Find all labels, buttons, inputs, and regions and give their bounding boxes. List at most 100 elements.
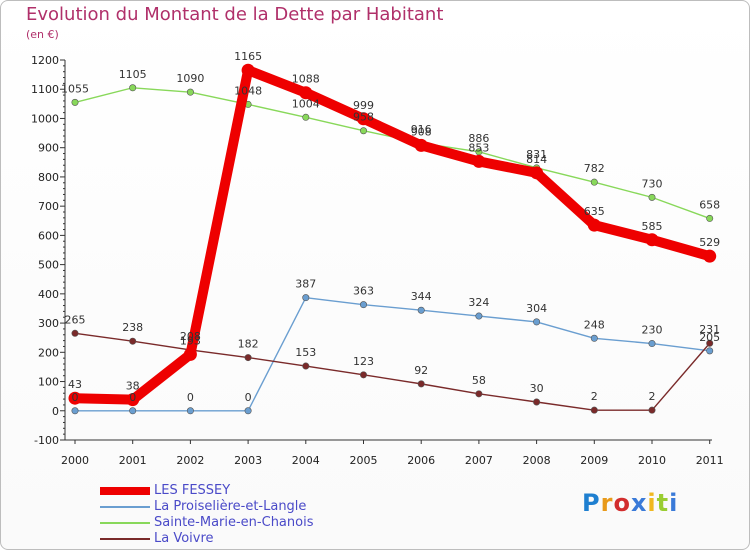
y-tick-label: 600 [38, 229, 59, 242]
chart-unit-label: (en €) [26, 28, 59, 41]
y-tick-label: 400 [38, 288, 59, 301]
legend-swatch [100, 522, 150, 524]
y-tick-label: 200 [38, 346, 59, 359]
data-point [244, 407, 252, 415]
data-point [186, 407, 194, 415]
data-label: 635 [584, 205, 605, 218]
data-label: 958 [353, 111, 374, 124]
data-label: 999 [353, 99, 374, 112]
y-tick-label: 0 [52, 405, 59, 418]
data-label: 1090 [176, 72, 204, 85]
data-label: 205 [699, 331, 720, 344]
data-label: 658 [699, 198, 720, 211]
data-label: 123 [353, 355, 374, 368]
data-label: 886 [468, 132, 489, 145]
y-tick-label: 500 [38, 259, 59, 272]
data-point [244, 354, 252, 362]
y-tick-label: 800 [38, 171, 59, 184]
data-label: 585 [642, 220, 663, 233]
data-label: 0 [129, 391, 136, 404]
data-point [530, 166, 544, 180]
data-point [357, 112, 370, 126]
data-label: 238 [122, 321, 143, 334]
data-point [241, 63, 255, 77]
data-label: 344 [411, 290, 432, 303]
data-label: 43 [68, 378, 82, 391]
data-point [590, 334, 598, 342]
data-point [587, 218, 601, 232]
data-label: 153 [295, 346, 316, 359]
x-tick-label: 2009 [580, 454, 608, 467]
data-point [417, 306, 425, 314]
data-point [472, 154, 486, 168]
data-point [129, 337, 137, 345]
data-label: 193 [180, 334, 201, 347]
series-line [70, 65, 715, 405]
data-point [359, 301, 367, 309]
data-point [302, 362, 310, 370]
x-tick-label: 2004 [292, 454, 320, 467]
data-label: 304 [526, 302, 547, 315]
data-label: 1105 [119, 68, 147, 81]
data-point [302, 294, 310, 302]
data-label: 0 [245, 391, 252, 404]
proxiti-logo: Proxiti [582, 489, 679, 517]
data-point [183, 347, 197, 361]
series-line [74, 87, 711, 220]
data-label: 265 [65, 313, 86, 326]
data-point [590, 406, 598, 414]
data-point [475, 390, 483, 398]
data-label: 0 [187, 391, 194, 404]
y-tick-label: 700 [38, 200, 59, 213]
data-label: 529 [699, 236, 720, 249]
data-label: 853 [468, 141, 489, 154]
data-label: 230 [642, 324, 663, 337]
data-label: 231 [699, 323, 720, 336]
data-point [475, 312, 483, 320]
data-point [645, 233, 659, 247]
data-label: 730 [642, 177, 663, 190]
x-tick-label: 2003 [234, 454, 262, 467]
data-label: 908 [411, 125, 432, 138]
data-label: 208 [180, 330, 201, 343]
data-point [359, 371, 367, 379]
data-point [706, 339, 714, 347]
data-point [129, 407, 137, 415]
data-label: 1088 [292, 73, 320, 86]
data-point [126, 393, 140, 407]
data-label: 92 [414, 364, 428, 377]
data-point [71, 329, 79, 337]
legend-label: LES FESSEY [154, 483, 231, 498]
data-point [648, 340, 656, 348]
x-tick-label: 2005 [350, 454, 378, 467]
data-label: 1055 [61, 82, 89, 95]
legend-swatch [100, 487, 150, 495]
data-label: 2 [649, 390, 656, 403]
data-point [302, 113, 310, 121]
series-line [74, 296, 711, 412]
legend-label: La Proiselière-et-Langle [154, 499, 307, 514]
data-label: 831 [526, 148, 547, 161]
data-label: 1165 [234, 50, 262, 63]
legend-swatch [100, 538, 150, 540]
data-point [129, 84, 137, 92]
data-label: 1048 [234, 84, 262, 97]
data-label: 38 [126, 380, 140, 393]
data-label: 182 [238, 338, 259, 351]
y-tick-label: 900 [38, 142, 59, 155]
y-tick-label: 1000 [31, 112, 59, 125]
data-point [186, 88, 194, 96]
data-point [417, 380, 425, 388]
y-tick-label: 1100 [31, 83, 59, 96]
data-point [706, 214, 714, 222]
x-tick-label: 2002 [176, 454, 204, 467]
legend-swatch [100, 506, 150, 508]
y-tick-label: 1200 [31, 54, 59, 67]
x-tick-label: 2008 [523, 454, 551, 467]
x-tick-label: 2011 [696, 454, 724, 467]
data-point [706, 347, 714, 355]
data-point [359, 127, 367, 135]
x-tick-label: 2007 [465, 454, 493, 467]
